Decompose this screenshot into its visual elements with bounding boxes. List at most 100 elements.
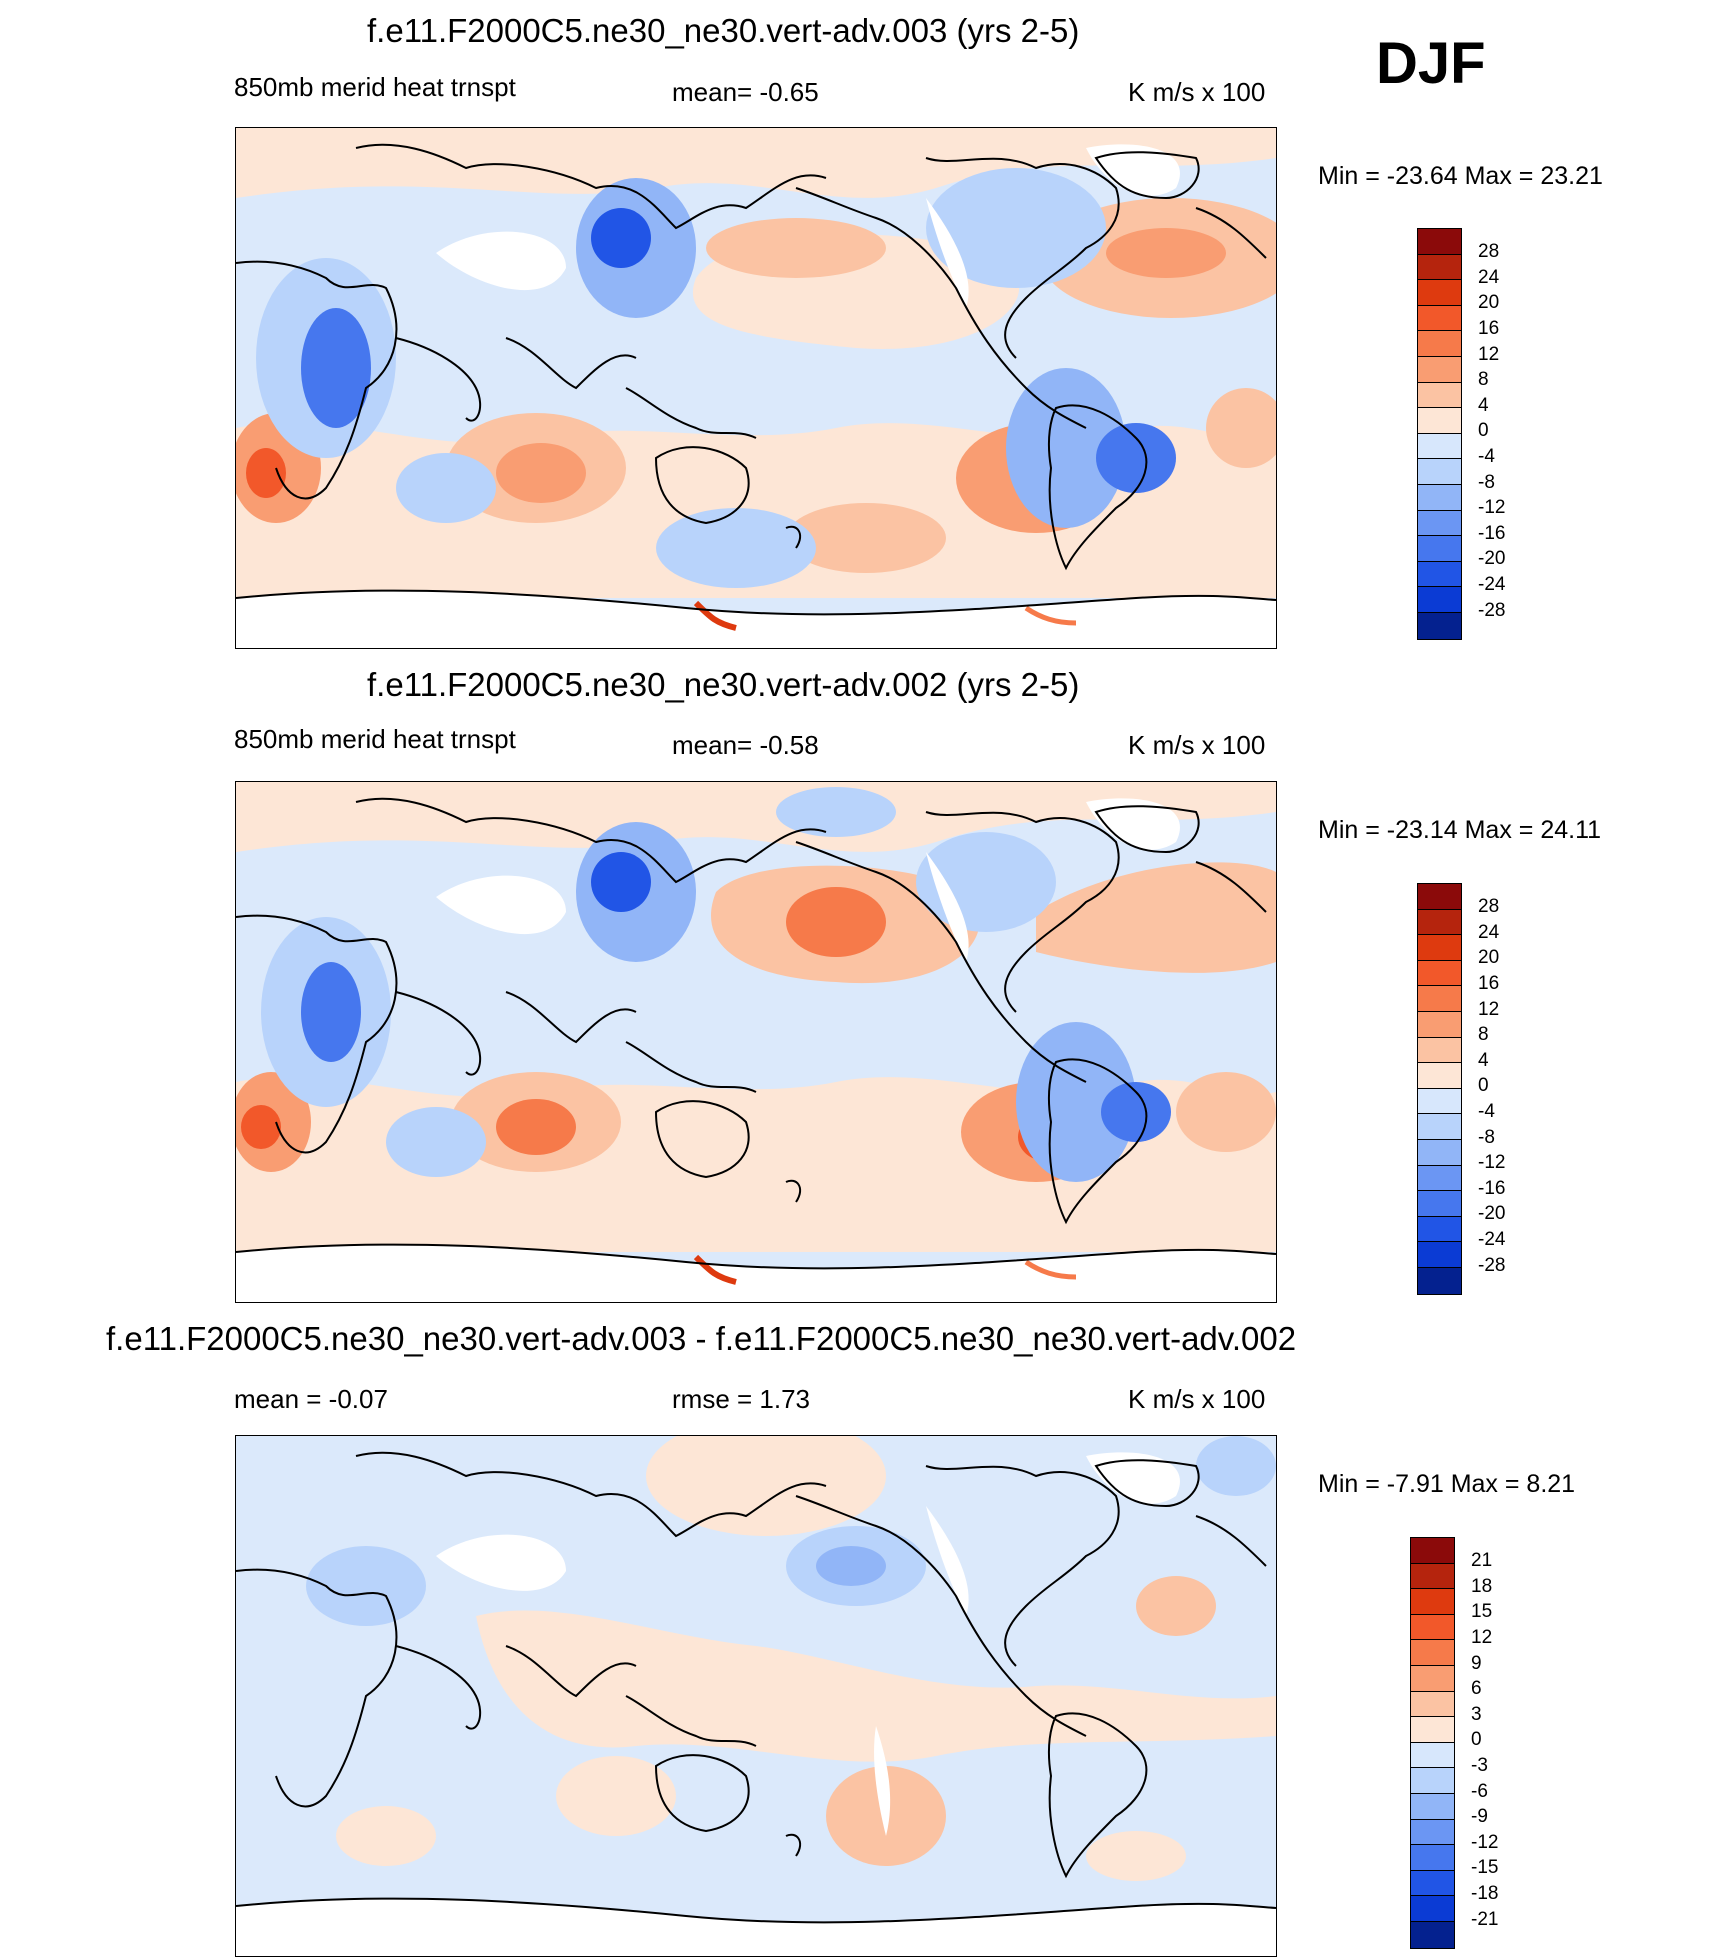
panel-1-colorbar [1417,228,1462,640]
panel-3-title: f.e11.F2000C5.ne30_ne30.vert-adv.003 - f… [106,1320,1297,1357]
panel-2-colorbar-label: 16 [1478,973,1500,994]
panel-3-colorbar-cell [1411,1538,1454,1564]
panel-1-colorbar-label: 20 [1478,292,1500,313]
panel-1-colorbar-cell [1418,280,1461,306]
panel-1-contour-field [236,128,1276,648]
panel-2-variable-label: 850mb merid heat trnspt [234,724,516,754]
panel-1-colorbar-cell [1418,254,1461,281]
panel-1-colorbar-label: -12 [1478,497,1506,518]
panel-3-colorbar-cell [1411,1640,1454,1666]
panel-3-colorbar-label: 21 [1471,1550,1493,1571]
panel-3-contour-field [236,1436,1276,1956]
panel-2-colorbar-label: 0 [1478,1075,1489,1096]
panel-2-contour-field [236,782,1276,1302]
panel-1-colorbar-cell [1418,305,1461,332]
season-label: DJF [1376,31,1486,96]
panel-1-map [235,127,1277,649]
panel-1-colorbar-label: -8 [1478,472,1495,493]
panel-2-colorbar-label: 4 [1478,1050,1489,1071]
panel-3-colorbar-label: -18 [1471,1883,1499,1904]
panel-1-colorbar-label: 24 [1478,267,1500,288]
panel-2-colorbar-cell [1418,909,1461,936]
panel-3-colorbar-cell [1411,1896,1454,1922]
panel-2-colorbar-cell [1418,1191,1461,1217]
panel-3-colorbar [1410,1537,1455,1949]
panel-1-minmax: Min = -23.64 Max = 23.21 [1318,162,1603,190]
panel-1-colorbar-label: -28 [1478,600,1506,621]
panel-1-colorbar-label: 12 [1478,344,1500,365]
panel-3-colorbar-cell [1411,1819,1454,1846]
panel-2-mean-label: mean= -0.58 [672,730,819,760]
panel-3-colorbar-label: 12 [1471,1627,1493,1648]
panel-3-minmax: Min = -7.91 Max = 8.21 [1318,1470,1576,1498]
panel-3-colorbar-cell [1411,1614,1454,1641]
panel-3-mean-label: mean = -0.07 [234,1384,388,1414]
panel-1-colorbar-label: 0 [1478,420,1489,441]
panel-2-colorbar-cell [1418,986,1461,1012]
panel-2-colorbar-label: 28 [1478,896,1500,917]
panel-1-colorbar-cell [1418,459,1461,485]
panel-2-colorbar-label: -8 [1478,1127,1495,1148]
panel-2-colorbar-label: -28 [1478,1255,1506,1276]
panel-3-colorbar-cell [1411,1870,1454,1897]
panel-1-variable-label: 850mb merid heat trnspt [234,72,516,102]
panel-3-colorbar-cell [1411,1845,1454,1871]
panel-1-colorbar-cell [1418,382,1461,409]
panel-2-title: f.e11.F2000C5.ne30_ne30.vert-adv.002 (yr… [367,666,1080,703]
panel-1-colorbar-cell [1418,356,1461,383]
panel-3-colorbar-label: -6 [1471,1781,1488,1802]
panel-1-colorbar-label: 28 [1478,241,1500,262]
panel-3-colorbar-label: 9 [1471,1653,1482,1674]
panel-2-colorbar-label: -12 [1478,1152,1506,1173]
panel-1-colorbar-cell [1418,331,1461,357]
panel-2-colorbar-label: 12 [1478,999,1500,1020]
panel-2-colorbar-cell [1418,1037,1461,1064]
panel-2-colorbar-cell [1418,1267,1461,1294]
panel-3-colorbar-cell [1411,1717,1454,1743]
panel-3-colorbar-cell [1411,1742,1454,1769]
panel-3-map [235,1435,1277,1957]
panel-3-colorbar-cell [1411,1768,1454,1794]
panel-2-colorbar [1417,883,1462,1295]
panel-3-colorbar-label: 0 [1471,1729,1482,1750]
panel-1-colorbar-cell [1418,408,1461,434]
panel-2-colorbar-cell [1418,935,1461,961]
panel-2-colorbar-cell [1418,1011,1461,1038]
panel-2-colorbar-cell [1418,1063,1461,1089]
panel-3-colorbar-cell [1411,1691,1454,1718]
panel-3-units-label: K m/s x 100 [1128,1384,1266,1414]
panel-3-colorbar-cell [1411,1563,1454,1590]
panel-3-colorbar-label: -15 [1471,1857,1499,1878]
panel-3-colorbar-label: -12 [1471,1832,1499,1853]
panel-1-colorbar-label: 4 [1478,395,1489,416]
panel-3-colorbar-label: -21 [1471,1909,1499,1930]
panel-2-colorbar-label: -4 [1478,1101,1495,1122]
panel-2-colorbar-cell [1418,1088,1461,1115]
panel-2-colorbar-label: -20 [1478,1203,1506,1224]
panel-3-colorbar-label: -9 [1471,1806,1488,1827]
panel-2-colorbar-label: -16 [1478,1178,1506,1199]
panel-2-minmax: Min = -23.14 Max = 24.11 [1318,816,1602,844]
panel-2-units-label: K m/s x 100 [1128,730,1266,760]
panel-1-colorbar-label: -20 [1478,548,1506,569]
panel-3-colorbar-cell [1411,1665,1454,1692]
panel-3-colorbar-label: 3 [1471,1704,1482,1725]
panel-3-colorbar-label: 15 [1471,1601,1493,1622]
panel-1-colorbar-cell [1418,229,1461,255]
panel-1-units-label: K m/s x 100 [1128,77,1266,107]
panel-1-colorbar-label: -24 [1478,574,1506,595]
panel-1-colorbar-cell [1418,536,1461,562]
panel-1-colorbar-cell [1418,433,1461,460]
panel-1-colorbar-cell [1418,510,1461,537]
panel-2-colorbar-cell [1418,884,1461,910]
panel-3-colorbar-label: 18 [1471,1576,1493,1597]
panel-2-map [235,781,1277,1303]
panel-2-colorbar-cell [1418,960,1461,987]
panel-2-colorbar-label: 24 [1478,922,1500,943]
panel-2-colorbar-label: 20 [1478,947,1500,968]
panel-2-colorbar-cell [1418,1139,1461,1166]
panel-1-colorbar-label: 8 [1478,369,1489,390]
panel-3-colorbar-cell [1411,1589,1454,1615]
panel-3-colorbar-label: -3 [1471,1755,1488,1776]
panel-3-colorbar-cell [1411,1793,1454,1820]
